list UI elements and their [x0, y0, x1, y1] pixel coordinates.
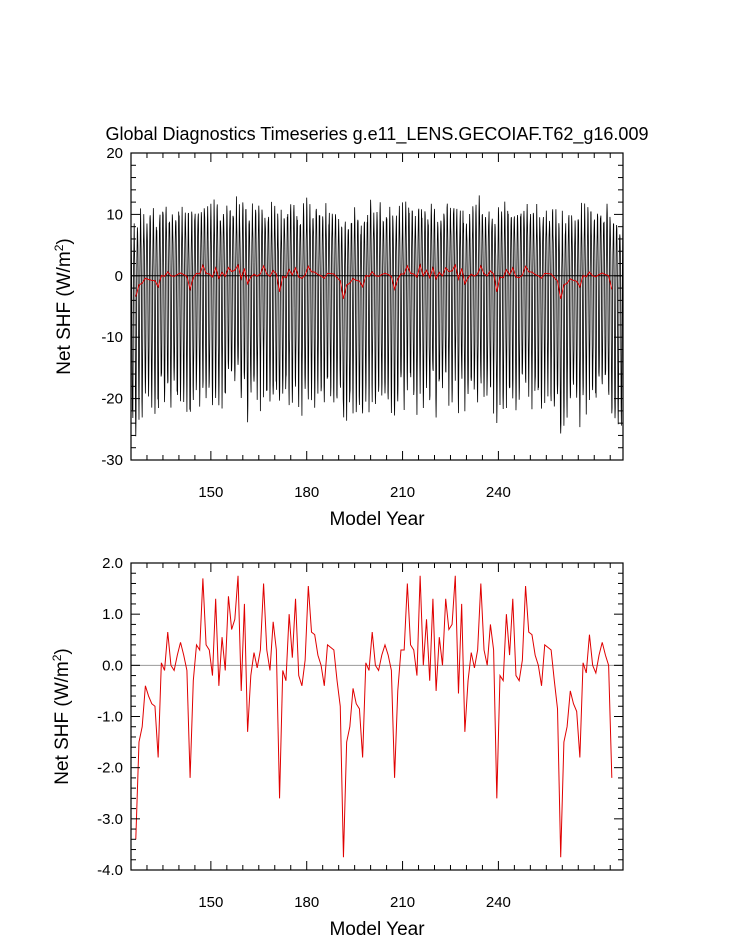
x-tick-label: 210	[390, 894, 415, 911]
annual-series-line-0	[135, 263, 613, 299]
y-tick-label: 1.0	[102, 606, 123, 623]
plot-area	[131, 195, 623, 437]
x-tick-label: 180	[294, 894, 319, 911]
y-axis-label: Net SHF (W/m2)	[52, 238, 75, 375]
y-tick-label: -2.0	[97, 760, 123, 777]
monthly-series-line-0	[131, 195, 623, 437]
y-tick-label: 10	[106, 206, 123, 223]
y-tick-label: 20	[106, 145, 123, 162]
y-axis-label: Net SHF (W/m2)	[50, 648, 73, 785]
y-tick-label: -30	[101, 452, 123, 469]
x-tick-label: 210	[390, 484, 415, 501]
y-tick-label: -20	[101, 391, 123, 408]
x-axis-label: Model Year	[329, 919, 425, 940]
x-tick-label: 150	[198, 894, 223, 911]
x-axis-label: Model Year	[329, 509, 425, 530]
y-tick-label: 0	[115, 268, 123, 285]
x-tick-label: 180	[294, 484, 319, 501]
axes-frame	[130, 152, 624, 461]
x-tick-label: 240	[486, 894, 511, 911]
figure-title: Global Diagnostics Timeseries g.e11_LENS…	[106, 124, 649, 145]
bottom-annual-panel: 150 180 210 240 -4.0 -3.0 -2.0 -1.0 0.0 1.0 2.0 Mod…	[50, 555, 624, 940]
top-timeseries-panel: 150 180 210 240 -30 -20 -10 0 10 20 Model Year Net …	[52, 145, 624, 530]
y-tick-label: 0.0	[102, 657, 123, 674]
y-tick-label: -4.0	[97, 862, 123, 879]
x-tick-label: 150	[198, 484, 223, 501]
y-tick-label: -3.0	[97, 811, 123, 828]
x-tick-label: 240	[486, 484, 511, 501]
plot-area	[135, 575, 613, 858]
annual-series-line-1	[135, 575, 613, 858]
y-tick-label: -10	[101, 329, 123, 346]
y-tick-label: -1.0	[97, 709, 123, 726]
y-tick-label: 2.0	[102, 555, 123, 572]
